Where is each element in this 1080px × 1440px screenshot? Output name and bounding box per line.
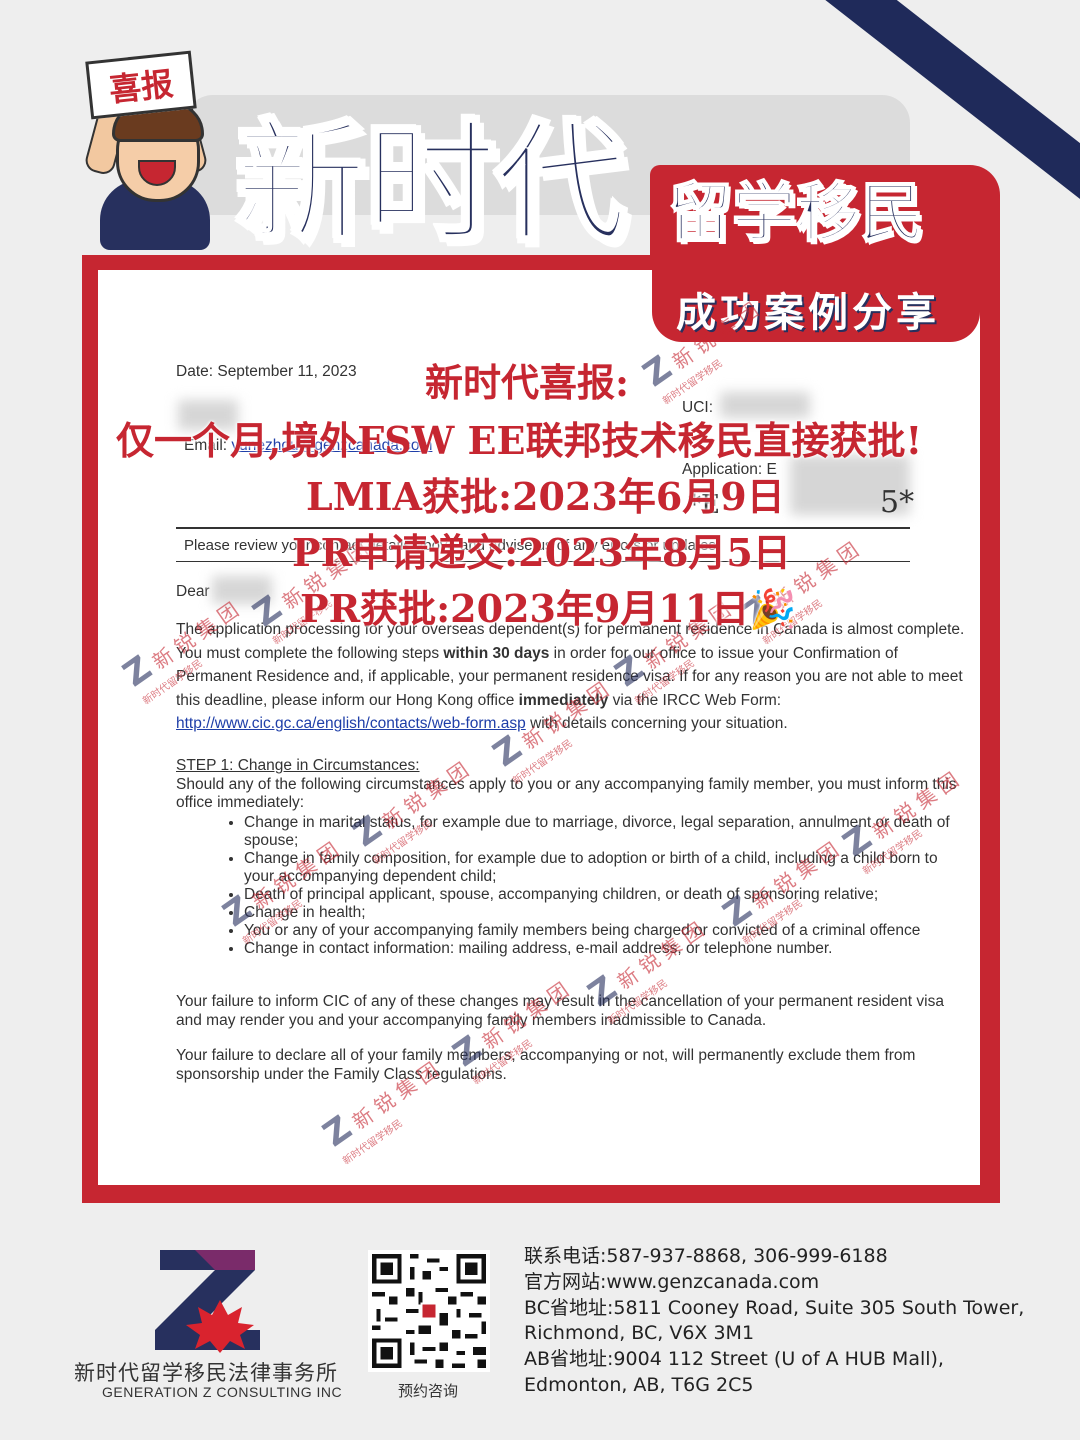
uci-label: UCI: <box>682 399 713 416</box>
list-item: You or any of your accompanying family m… <box>244 922 961 940</box>
brand-sub-box <box>650 165 1000 270</box>
divider-bottom <box>176 561 910 562</box>
email-label: Email: <box>184 437 228 454</box>
review-notice: Please review your contact details above… <box>184 537 716 554</box>
circumstances-list: Change in marital status, for example du… <box>226 814 961 958</box>
list-item: Change in health; <box>244 904 961 922</box>
good-news-sign: 喜报 <box>85 50 197 120</box>
company-name-cn: 新时代留学移民法律事务所 <box>74 1361 338 1385</box>
brand-subtitle: 留学移民 <box>667 177 925 251</box>
list-item: Change in contact information: mailing a… <box>244 940 961 958</box>
company-logo-icon <box>155 1250 260 1353</box>
list-item: Death of principal applicant, spouse, ac… <box>244 886 961 904</box>
ab-address-line-1: AB省地址:9004 112 Street (U of A HUB Mall), <box>524 1348 944 1371</box>
bc-address-line-2: Richmond, BC, V6X 3M1 <box>524 1322 755 1345</box>
website-line[interactable]: 官方网站:www.genzcanada.com <box>524 1270 820 1293</box>
paragraph-2: Your failure to inform CIC of any of the… <box>176 993 944 1029</box>
headline-line-3: LMIA获批:2023年6月9日 <box>306 474 785 519</box>
step1-title: STEP 1: Change in Circumstances: <box>176 757 420 774</box>
application-fragment-1: *E <box>688 490 720 520</box>
paragraph-1: The application processing for your over… <box>176 621 965 732</box>
company-name-en: GENERATION Z CONSULTING INC <box>102 1384 343 1400</box>
headline-line-5: PR获批:2023年9月11日🎉 <box>300 586 797 631</box>
salutation: Dear <box>176 583 210 600</box>
phone-line: 联系电话:587-937-8868, 306-999-6188 <box>524 1245 888 1267</box>
bc-address-line-1: BC省地址:5811 Cooney Road, Suite 305 South … <box>524 1296 1025 1319</box>
paragraph-3: Your failure to declare all of your fami… <box>176 1047 916 1083</box>
list-item: Change in family composition, for exampl… <box>244 850 961 886</box>
qr-code-icon[interactable] <box>368 1250 490 1372</box>
letter-date: Date: September 11, 2023 <box>176 363 357 380</box>
case-label-box <box>652 270 980 342</box>
letter-document <box>98 270 980 1185</box>
ab-address-line-2: Edmonton, AB, T6G 2C5 <box>524 1373 754 1396</box>
headline-line-2: 仅一个月,境外FSW EE联邦技术移民直接获批! <box>116 418 923 463</box>
application-fragment-2: 5* <box>880 485 915 520</box>
case-label: 成功案例分享 <box>676 290 940 336</box>
application-label: Application: E <box>682 461 777 478</box>
contact-block: 联系电话:587-937-8868, 306-999-6188 官方网站:www… <box>524 1244 1024 1399</box>
list-item: Change in marital status, for example du… <box>244 814 961 850</box>
headline-line-1: 新时代喜报: <box>425 360 630 405</box>
web-form-link[interactable]: http://www.cic.gc.ca/english/contacts/we… <box>176 715 526 732</box>
email-link[interactable]: yunezhou@genzcanada.com <box>231 437 433 454</box>
email-row: Email: yunezhou@genzcanada.com <box>184 434 432 457</box>
redacted-uci <box>720 392 810 418</box>
brand-title: 新时代 <box>233 107 629 261</box>
step1-intro: Should any of the following circumstance… <box>176 776 957 811</box>
redacted-name <box>178 400 238 430</box>
redacted-recipient <box>212 576 272 604</box>
headline-line-4: PR申请递交:2023年8月5日 <box>292 530 791 575</box>
qr-caption: 预约咨询 <box>398 1382 459 1400</box>
redacted-application <box>790 455 910 515</box>
divider-top <box>176 527 910 529</box>
